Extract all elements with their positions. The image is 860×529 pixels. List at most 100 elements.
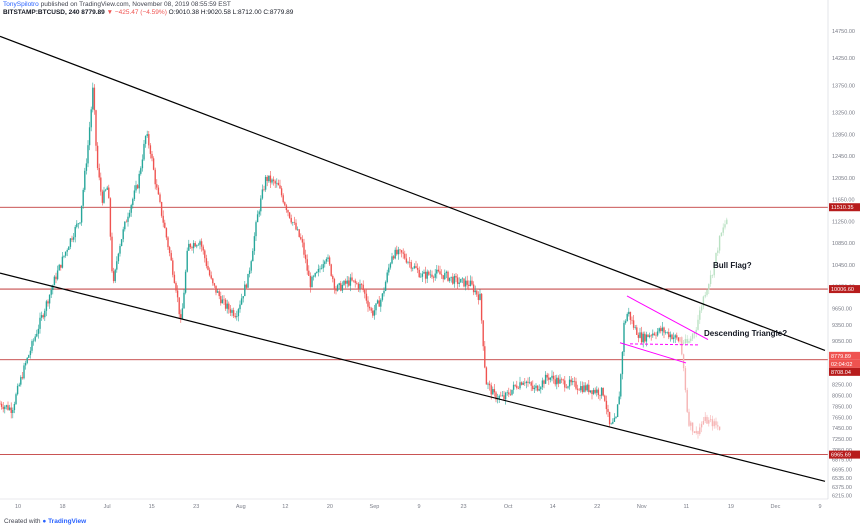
candle-body <box>684 368 687 391</box>
candle-body <box>316 271 318 274</box>
y-tick-label: 10450.00 <box>832 263 855 269</box>
candle-body <box>18 384 20 386</box>
candle-body <box>471 280 473 285</box>
candle-body <box>68 246 70 251</box>
candle-body <box>546 374 548 378</box>
channel-trendline[interactable] <box>0 272 826 482</box>
flag-lower-line[interactable] <box>619 342 687 364</box>
candle-body <box>154 169 156 185</box>
candle-body <box>272 179 275 182</box>
candle-body <box>112 271 115 282</box>
candle-body <box>691 422 694 432</box>
price-label-text: 11510.35 <box>831 205 854 211</box>
candle-body <box>439 271 441 275</box>
candle-body <box>220 296 222 304</box>
candle-body <box>413 266 416 269</box>
candle-body <box>311 276 313 288</box>
candle-body <box>691 334 694 339</box>
candle-body <box>143 143 145 160</box>
candle-body <box>178 297 180 315</box>
candle-body <box>228 303 230 310</box>
candle-body <box>48 294 51 304</box>
y-tick-label: 14250.00 <box>832 56 855 62</box>
candle-body <box>424 271 427 279</box>
candle-body <box>23 365 25 379</box>
candle-body <box>365 293 368 301</box>
price-label-tag <box>829 450 860 459</box>
candle-body <box>148 134 150 146</box>
candle-body <box>42 315 44 318</box>
candle-body <box>704 416 706 422</box>
candle-body <box>88 127 91 146</box>
candle-body <box>364 289 366 294</box>
candle-body <box>160 202 163 216</box>
candle-body <box>122 229 124 240</box>
candle-body <box>52 285 54 290</box>
tradingview-brand[interactable]: TradingView <box>48 518 87 525</box>
candle-body <box>152 158 155 170</box>
y-tick-label: 12050.00 <box>832 176 855 182</box>
candle-body <box>695 329 697 333</box>
candle-body <box>2 406 4 410</box>
flag-midline[interactable] <box>629 343 701 346</box>
candle-body <box>416 267 419 270</box>
candle-body <box>360 283 363 285</box>
candle-body <box>399 249 401 251</box>
candle-body <box>74 226 76 238</box>
candle-body <box>128 212 131 217</box>
flag-upper-line[interactable] <box>626 295 709 340</box>
candle-body <box>528 382 531 383</box>
y-tick-label: 12450.00 <box>832 154 855 160</box>
candle-body <box>682 342 685 344</box>
y-tick-label: 6695.00 <box>832 467 852 473</box>
candle-body <box>208 269 211 276</box>
candle-body <box>688 341 690 343</box>
candle-body <box>391 256 393 264</box>
y-tick-label: 11650.00 <box>832 198 855 204</box>
candle-body <box>480 293 483 321</box>
candle-body <box>669 334 672 338</box>
candle-body <box>472 284 475 293</box>
candle-body <box>229 309 232 313</box>
candle-body <box>704 294 706 297</box>
y-tick-label: 8050.00 <box>832 394 852 400</box>
candle-body <box>535 385 537 388</box>
y-tick-label: 9050.00 <box>832 339 852 345</box>
candle-body <box>384 282 387 291</box>
candle-body <box>66 250 68 252</box>
candle-body <box>420 276 422 278</box>
candle-body <box>461 278 464 280</box>
candle-body <box>231 310 233 313</box>
candle-body <box>111 236 113 272</box>
x-tick-label: 18 <box>59 504 65 510</box>
candle-body <box>686 390 688 412</box>
candle-body <box>608 411 611 425</box>
publisher-username[interactable]: TonySpilotro <box>3 1 39 8</box>
channel-trendline[interactable] <box>0 35 826 351</box>
symbol-line: BITSTAMP:BTCUSD, 240 8779.89 ▼ −425.47 (… <box>3 9 293 17</box>
candle-body <box>45 301 48 311</box>
candle-body <box>594 389 596 393</box>
candle-body <box>672 337 675 340</box>
candle-body <box>80 205 83 223</box>
candle-body <box>341 284 344 291</box>
candle-body <box>681 337 683 355</box>
candle-body <box>196 245 198 247</box>
candle-body <box>624 321 627 323</box>
x-tick-label: Oct <box>504 504 513 510</box>
candle-body <box>709 275 712 285</box>
candle-body <box>170 252 172 261</box>
candle-body <box>631 319 633 321</box>
candle-body <box>162 215 164 223</box>
candle-body <box>47 301 49 304</box>
candle-body <box>503 395 505 400</box>
candle-body <box>412 268 414 269</box>
candle-body <box>280 188 283 196</box>
candle-body <box>548 377 550 380</box>
candle-body <box>242 296 244 299</box>
candle-body <box>173 274 176 284</box>
candle-body <box>0 403 1 405</box>
candle-body <box>527 381 529 383</box>
candle-body <box>450 276 452 278</box>
